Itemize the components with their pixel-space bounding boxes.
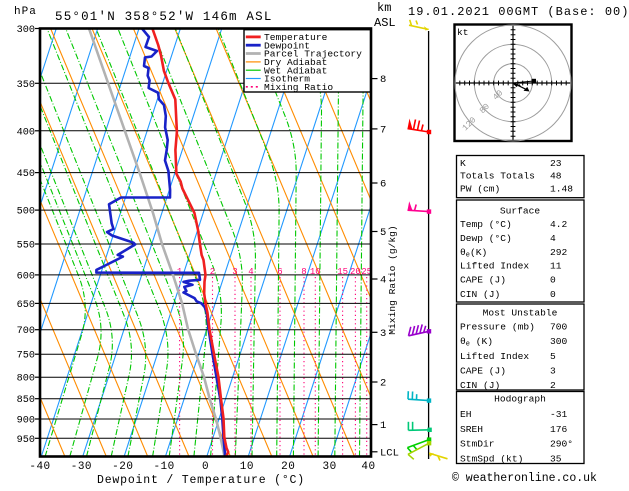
svg-text:6: 6	[380, 179, 386, 191]
svg-text:800: 800	[17, 374, 35, 385]
svg-text:kt: kt	[457, 27, 468, 38]
svg-text:550: 550	[17, 241, 35, 252]
svg-text:3: 3	[550, 365, 556, 376]
svg-text:© weatheronline.co.uk: © weatheronline.co.uk	[452, 472, 597, 485]
svg-text:5: 5	[550, 351, 556, 362]
svg-text:6: 6	[277, 267, 282, 277]
svg-text:10: 10	[310, 267, 321, 277]
svg-text:-10: -10	[153, 461, 174, 473]
svg-text:0: 0	[202, 461, 209, 473]
svg-text:θe (K): θe (K)	[460, 336, 493, 349]
svg-text:Mixing Ratio: Mixing Ratio	[264, 82, 333, 93]
svg-text:CAPE (J): CAPE (J)	[460, 365, 506, 376]
svg-text:15: 15	[337, 267, 348, 277]
svg-text:Dry Adiabat: Dry Adiabat	[264, 57, 327, 68]
svg-text:StmDir: StmDir	[460, 439, 495, 450]
svg-text:700: 700	[550, 321, 568, 332]
svg-text:Isotherm: Isotherm	[264, 74, 310, 85]
svg-text:950: 950	[17, 435, 35, 446]
svg-text:Hodograph: Hodograph	[494, 393, 546, 404]
svg-text:Temperature: Temperature	[264, 32, 328, 43]
svg-text:1.48: 1.48	[550, 184, 573, 195]
svg-text:Lifted Index: Lifted Index	[460, 261, 529, 272]
svg-text:Dewpoint: Dewpoint	[264, 40, 310, 51]
svg-text:900: 900	[17, 416, 35, 427]
svg-text:300: 300	[550, 336, 568, 347]
svg-text:4.2: 4.2	[550, 219, 568, 230]
svg-text:0: 0	[550, 275, 556, 286]
svg-text:700: 700	[17, 326, 35, 337]
svg-text:Temp (°C): Temp (°C)	[460, 219, 512, 230]
svg-text:ASL: ASL	[374, 16, 396, 30]
svg-text:-31: -31	[550, 409, 568, 420]
svg-text:Pressure (mb): Pressure (mb)	[460, 321, 535, 332]
svg-text:3: 3	[380, 328, 386, 340]
svg-text:48: 48	[550, 171, 562, 182]
svg-text:400: 400	[17, 127, 35, 138]
svg-text:5: 5	[380, 227, 386, 239]
svg-text:CIN (J): CIN (J)	[460, 289, 500, 300]
svg-text:0: 0	[550, 289, 556, 300]
svg-text:10: 10	[240, 461, 254, 473]
svg-text:-40: -40	[29, 461, 50, 473]
svg-text:Parcel Trajectory: Parcel Trajectory	[264, 49, 362, 60]
svg-text:Dewp (°C): Dewp (°C)	[460, 233, 512, 244]
svg-text:Mixing Ratio (g/kg): Mixing Ratio (g/kg)	[387, 225, 398, 334]
svg-text:Totals Totals: Totals Totals	[460, 171, 535, 182]
svg-text:K: K	[460, 158, 466, 169]
svg-text:-20: -20	[112, 461, 133, 473]
svg-text:350: 350	[17, 80, 35, 91]
svg-text:500: 500	[17, 207, 35, 218]
svg-text:CIN (J): CIN (J)	[460, 380, 500, 391]
svg-text:290°: 290°	[550, 439, 573, 450]
svg-text:CAPE (J): CAPE (J)	[460, 275, 506, 286]
svg-text:Dewpoint / Temperature (°C): Dewpoint / Temperature (°C)	[97, 474, 305, 486]
svg-text:EH: EH	[460, 409, 472, 420]
svg-text:Surface: Surface	[500, 206, 541, 217]
svg-text:Lifted Index: Lifted Index	[460, 351, 529, 362]
svg-text:hPa: hPa	[14, 6, 37, 18]
svg-text:25: 25	[361, 267, 372, 277]
svg-text:2: 2	[210, 267, 215, 277]
svg-text:8: 8	[301, 267, 306, 277]
svg-text:40: 40	[361, 461, 375, 473]
svg-text:20: 20	[350, 267, 361, 277]
svg-text:2: 2	[550, 380, 556, 391]
svg-text:650: 650	[17, 300, 35, 311]
svg-text:SREH: SREH	[460, 424, 483, 435]
svg-text:55°01'N 358°52'W 146m ASL: 55°01'N 358°52'W 146m ASL	[55, 10, 273, 24]
svg-text:7: 7	[380, 124, 386, 136]
svg-text:450: 450	[17, 169, 35, 180]
svg-text:20: 20	[281, 461, 295, 473]
svg-text:-30: -30	[71, 461, 92, 473]
svg-text:4: 4	[248, 267, 253, 277]
svg-text:4: 4	[550, 233, 556, 244]
svg-text:600: 600	[17, 271, 35, 282]
svg-text:1: 1	[380, 420, 386, 432]
svg-text:176: 176	[550, 424, 568, 435]
svg-text:8: 8	[380, 74, 386, 86]
svg-text:3: 3	[232, 267, 237, 277]
svg-text:PW (cm): PW (cm)	[460, 184, 500, 195]
svg-text:StmSpd (kt): StmSpd (kt)	[460, 454, 523, 465]
svg-text:19.01.2021 00GMT (Base: 00): 19.01.2021 00GMT (Base: 00)	[408, 5, 629, 19]
svg-text:Wet Adiabat: Wet Adiabat	[264, 65, 327, 76]
svg-text:Most Unstable: Most Unstable	[483, 307, 558, 318]
svg-text:2: 2	[380, 378, 386, 390]
svg-text:km: km	[377, 1, 391, 15]
svg-text:292: 292	[550, 247, 568, 258]
svg-text:11: 11	[550, 261, 562, 272]
svg-text:35: 35	[550, 454, 562, 465]
svg-text:4: 4	[380, 275, 386, 287]
svg-text:LCL: LCL	[380, 447, 399, 459]
svg-text:30: 30	[322, 461, 336, 473]
svg-text:23: 23	[550, 158, 562, 169]
svg-text:θe(K): θe(K)	[460, 247, 487, 259]
svg-text:750: 750	[17, 351, 35, 362]
svg-text:850: 850	[17, 395, 35, 406]
svg-text:300: 300	[17, 25, 35, 36]
